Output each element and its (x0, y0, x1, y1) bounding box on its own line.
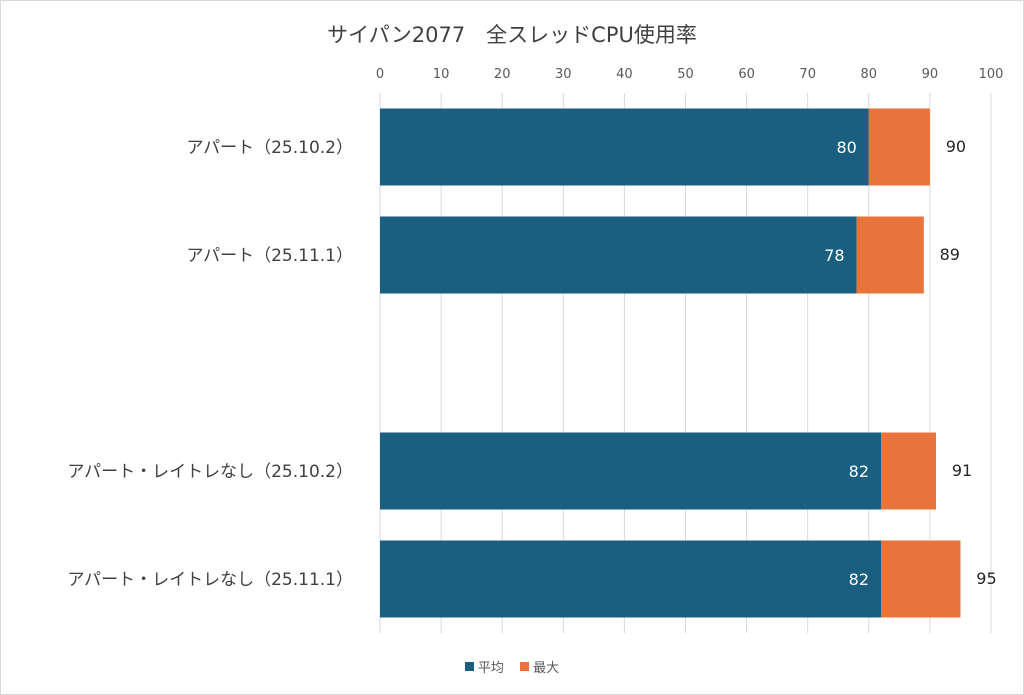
legend-label-max: 最大 (533, 661, 560, 676)
chart-title: サイパン2077 全スレッドCPU使用率 (327, 23, 697, 47)
bar-avg (380, 108, 869, 186)
category-label: アパート・レイトレなし（25.10.2） (67, 462, 353, 482)
x-tick-label: 50 (677, 67, 694, 82)
data-label-max: 91 (952, 461, 972, 480)
x-tick-label: 20 (494, 67, 511, 82)
bar-max (881, 432, 937, 510)
x-tick-label: 70 (799, 67, 816, 82)
legend: 平均 最大 (1, 657, 1023, 676)
data-label-avg: 78 (824, 246, 844, 265)
x-tick-label: 30 (555, 67, 572, 82)
category-label: アパート（25.11.1） (186, 246, 353, 266)
data-label-max: 90 (946, 137, 966, 156)
x-tick-label: 100 (979, 67, 1004, 82)
data-label-avg: 82 (849, 462, 869, 481)
data-label-avg: 82 (849, 570, 869, 589)
data-label-avg: 80 (836, 138, 856, 157)
bar-avg (380, 540, 882, 618)
legend-swatch-avg (464, 662, 474, 671)
x-tick-label: 90 (922, 67, 939, 82)
category-label: アパート・レイトレなし（25.11.1） (67, 570, 353, 590)
bar-max (881, 540, 961, 618)
x-tick-label: 10 (433, 67, 450, 82)
x-tick-label: 0 (376, 67, 384, 82)
data-label-max: 95 (976, 569, 996, 588)
bar-avg (380, 216, 857, 294)
data-label-max: 89 (940, 245, 960, 264)
legend-swatch-max (520, 662, 530, 671)
legend-item-avg: 平均 (464, 657, 504, 676)
bar-avg (380, 432, 882, 510)
category-label: アパート（25.10.2） (186, 138, 353, 158)
x-tick-label: 60 (738, 67, 755, 82)
x-tick-label: 40 (616, 67, 633, 82)
bar-max (868, 108, 930, 186)
x-tick-label: 80 (861, 67, 878, 82)
legend-item-max: 最大 (520, 657, 559, 676)
legend-label-avg: 平均 (477, 661, 504, 676)
bar-max (856, 216, 924, 294)
